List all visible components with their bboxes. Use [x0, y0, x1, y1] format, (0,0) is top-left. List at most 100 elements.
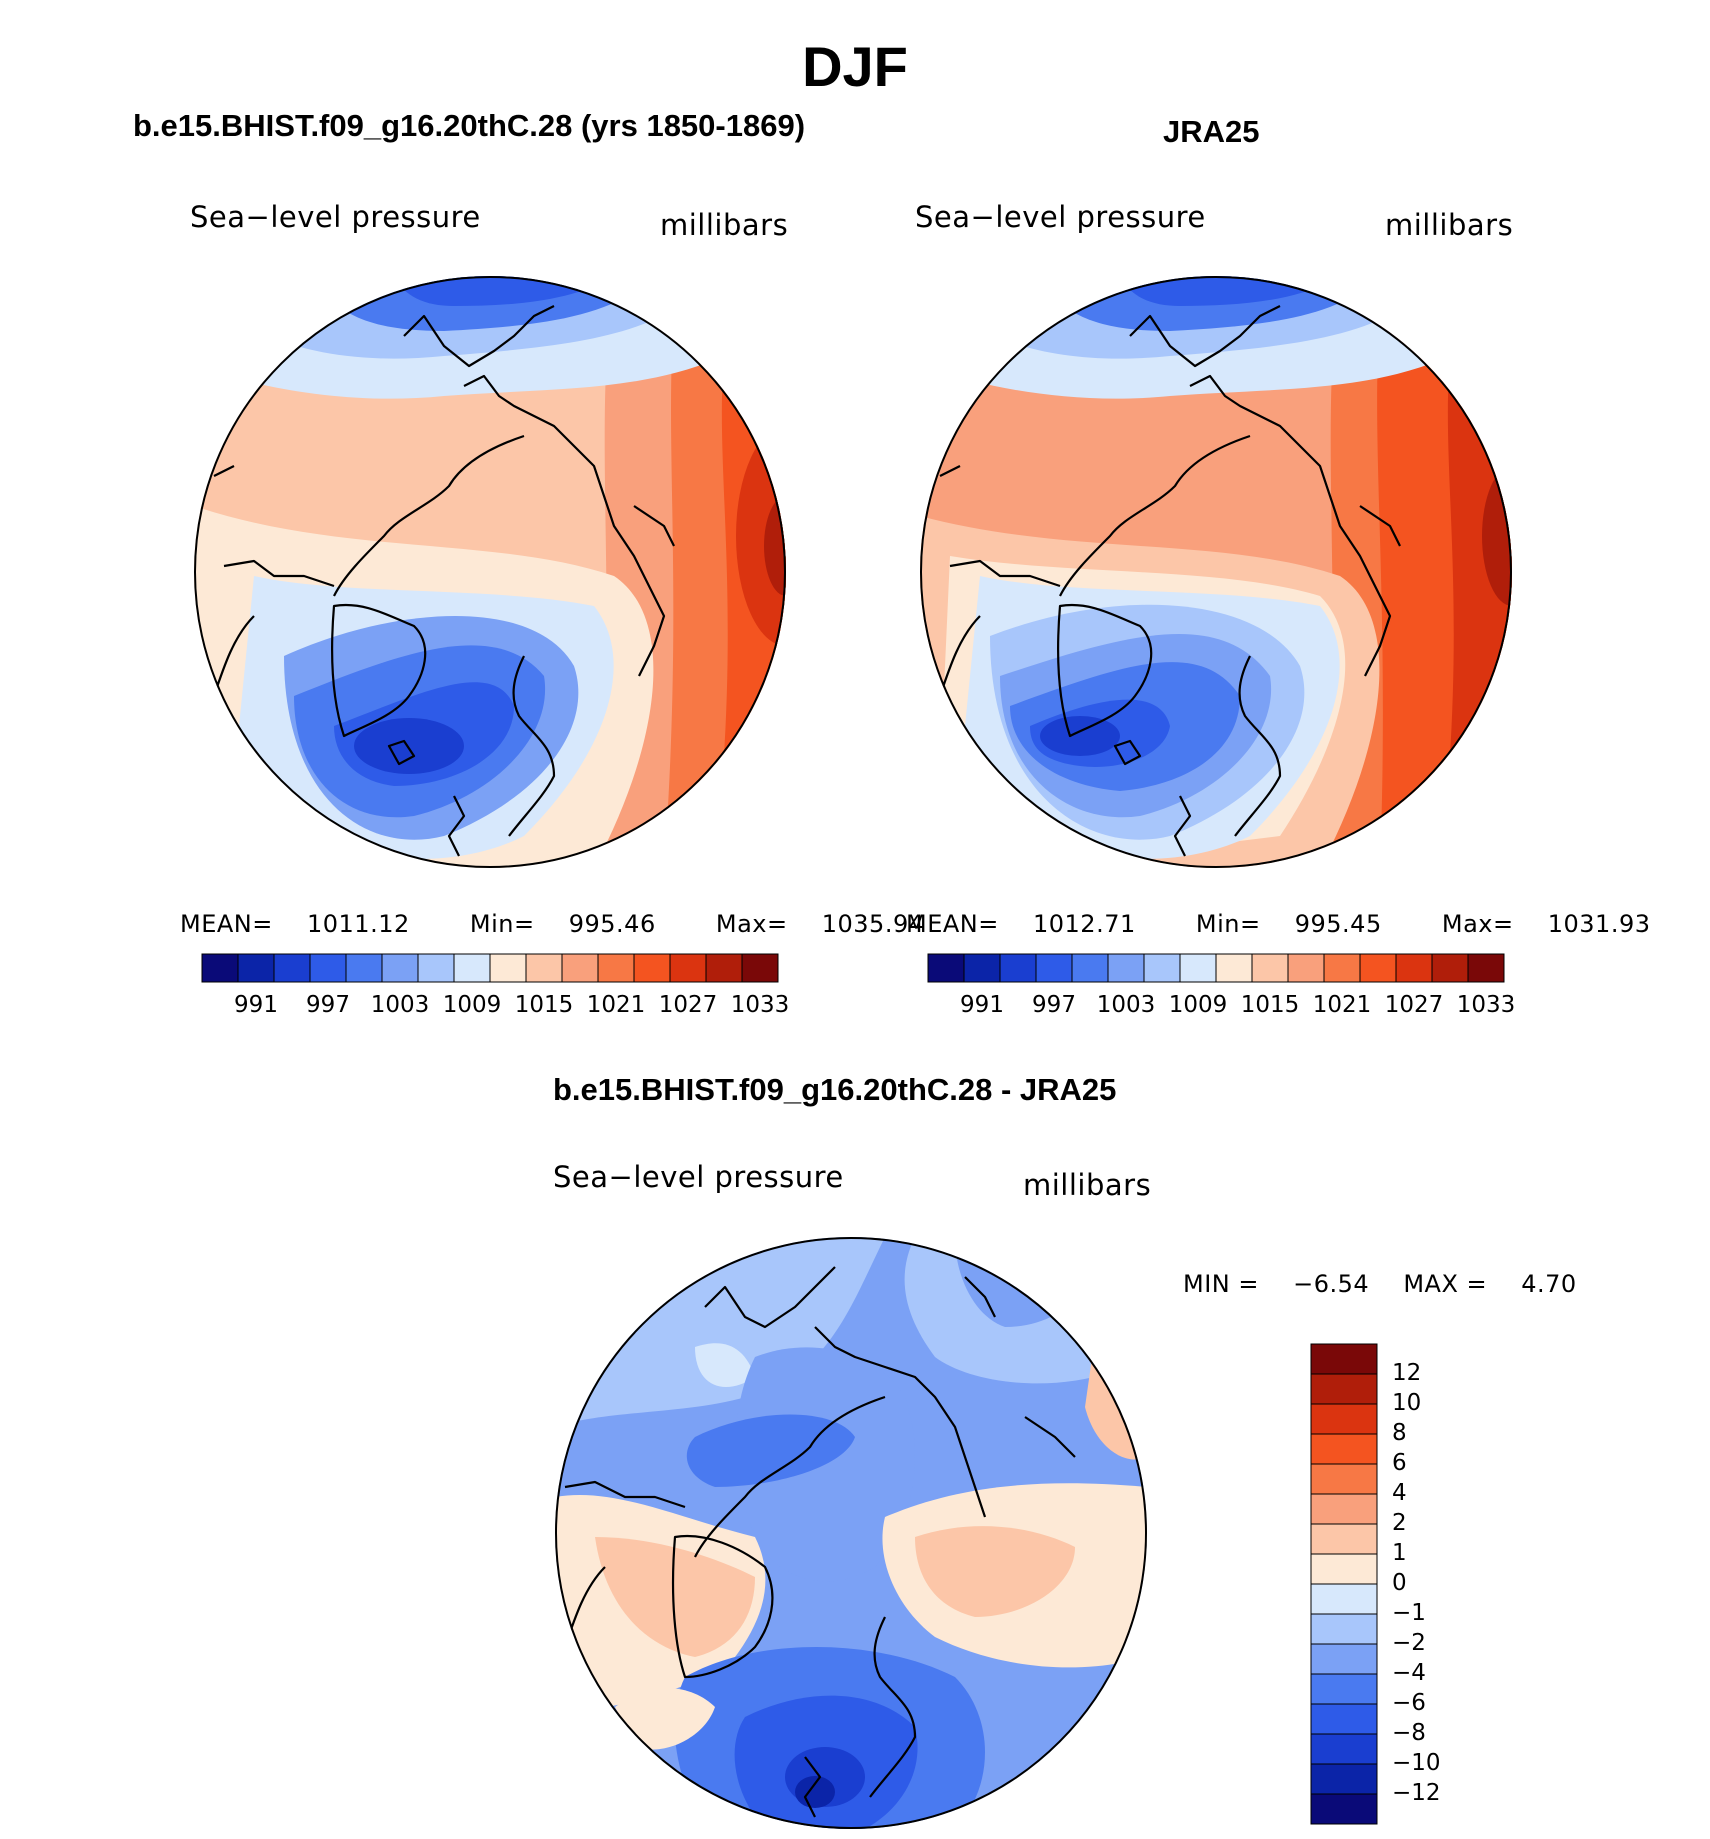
diff-colorbar-label: 2 [1392, 1510, 1407, 1536]
diff-colorbar-label: 8 [1392, 1420, 1407, 1446]
right-colorbar-swatch [1323, 953, 1361, 983]
diff-colorbar-label: 4 [1392, 1480, 1407, 1506]
left-max-label: Max= [715, 910, 788, 938]
diff-min-value: −6.54 [1293, 1270, 1370, 1298]
diff-colorbar-label: −1 [1392, 1600, 1426, 1626]
right-colorbar-swatch [1143, 953, 1181, 983]
left-colorbar-label: 1009 [442, 992, 502, 1018]
right-variable-label: Sea−level pressure [915, 200, 1206, 234]
diff-colorbar-swatch [1310, 1373, 1378, 1405]
left-colorbar-swatch [597, 953, 635, 983]
left-colorbar [201, 953, 779, 983]
diff-colorbar-label: 0 [1392, 1570, 1407, 1596]
diff-colorbar-swatch [1310, 1763, 1378, 1795]
right-colorbar-label: 1021 [1312, 992, 1372, 1018]
diff-colorbar-swatch [1310, 1553, 1378, 1585]
left-mean-value: 1011.12 [307, 910, 410, 938]
left-variable-label: Sea−level pressure [190, 200, 481, 234]
diff-colorbar-swatch [1310, 1793, 1378, 1825]
right-colorbar-swatch [1035, 953, 1073, 983]
diff-colorbar-label: −8 [1392, 1720, 1426, 1746]
right-colorbar-swatch [1251, 953, 1289, 983]
right-mean-value: 1012.71 [1033, 910, 1136, 938]
diff-colorbar-swatch [1310, 1643, 1378, 1675]
diff-max-label: MAX = [1403, 1270, 1488, 1298]
left-colorbar-swatch [489, 953, 527, 983]
right-colorbar-label: 1027 [1384, 992, 1444, 1018]
diff-colorbar-swatch [1310, 1463, 1378, 1495]
right-colorbar-label: 991 [960, 992, 1004, 1018]
right-colorbar-swatch [1431, 953, 1469, 983]
diff-colorbar-swatch [1310, 1343, 1378, 1375]
diff-colorbar [1310, 1343, 1378, 1825]
right-colorbar-swatch [1215, 953, 1253, 983]
right-max-label: Max= [1441, 910, 1514, 938]
diff-colorbar-swatch [1310, 1403, 1378, 1435]
right-colorbar-swatch [927, 953, 965, 983]
right-mean-label: MEAN= [906, 910, 999, 938]
right-panel-title: JRA25 [1163, 114, 1260, 149]
left-colorbar-swatch [309, 953, 347, 983]
diff-colorbar-labels: 12 10 8 6 4 2 1 0 −1 −2 −4 −6 −8 −10 −12 [1392, 1344, 1472, 1824]
right-min-label: Min= [1195, 910, 1261, 938]
left-map [194, 276, 786, 868]
right-map [920, 276, 1512, 868]
diff-colorbar-swatch [1310, 1613, 1378, 1645]
figure-title: DJF [802, 35, 908, 98]
diff-colorbar-swatch [1310, 1703, 1378, 1735]
left-panel-title: b.e15.BHIST.f09_g16.20thC.28 (yrs 1850-1… [133, 108, 806, 143]
diff-colorbar-label: −4 [1392, 1660, 1426, 1686]
left-colorbar-swatch [201, 953, 239, 983]
left-colorbar-label: 991 [234, 992, 278, 1018]
diff-colorbar-label: 6 [1392, 1450, 1407, 1476]
right-colorbar [927, 953, 1505, 983]
diff-minmax: MIN = −6.54 MAX = 4.70 [1183, 1270, 1603, 1298]
left-colorbar-swatch [417, 953, 455, 983]
left-colorbar-swatch [669, 953, 707, 983]
right-colorbar-swatch [1287, 953, 1325, 983]
diff-colorbar-label: −2 [1392, 1630, 1426, 1656]
right-colorbar-swatch [1467, 953, 1505, 983]
right-colorbar-swatch [999, 953, 1037, 983]
left-mean-label: MEAN= [180, 910, 273, 938]
right-colorbar-swatch [963, 953, 1001, 983]
right-colorbar-label: 1033 [1456, 992, 1516, 1018]
left-colorbar-swatch [525, 953, 563, 983]
diff-units-label: millibars [1023, 1168, 1152, 1202]
left-max-value: 1035.94 [821, 910, 925, 938]
right-colorbar-label: 997 [1032, 992, 1076, 1018]
left-units-label: millibars [660, 208, 789, 242]
right-min-value: 995.45 [1294, 910, 1382, 938]
left-min-label: Min= [469, 910, 535, 938]
right-colorbar-label: 1015 [1240, 992, 1300, 1018]
right-colorbar-labels: 991 997 1003 1009 1015 1021 1027 1033 [928, 992, 1515, 1022]
right-colorbar-swatch [1179, 953, 1217, 983]
left-colorbar-label: 1015 [514, 992, 574, 1018]
diff-colorbar-swatch [1310, 1733, 1378, 1765]
diff-colorbar-label: 12 [1392, 1360, 1422, 1386]
right-units-label: millibars [1385, 208, 1514, 242]
left-colorbar-swatch [273, 953, 311, 983]
diff-colorbar-label: −6 [1392, 1690, 1426, 1716]
left-colorbar-label: 1021 [586, 992, 646, 1018]
right-colorbar-swatch [1071, 953, 1109, 983]
diff-max-value: 4.70 [1521, 1270, 1577, 1298]
diff-variable-label: Sea−level pressure [553, 1160, 844, 1194]
left-colorbar-swatch [741, 953, 779, 983]
diff-colorbar-swatch [1310, 1673, 1378, 1705]
left-colorbar-swatch [633, 953, 671, 983]
left-colorbar-label: 1027 [658, 992, 718, 1018]
diff-colorbar-swatch [1310, 1523, 1378, 1555]
left-stats: MEAN= 1011.12 Min= 995.46 Max= 1035.94 [180, 910, 976, 938]
left-colorbar-swatch [345, 953, 383, 983]
left-colorbar-swatch [453, 953, 491, 983]
right-colorbar-swatch [1395, 953, 1433, 983]
right-colorbar-label: 1009 [1168, 992, 1228, 1018]
diff-colorbar-swatch [1310, 1433, 1378, 1465]
right-colorbar-label: 1003 [1096, 992, 1156, 1018]
right-max-value: 1031.93 [1547, 910, 1651, 938]
left-colorbar-swatch [381, 953, 419, 983]
left-colorbar-swatch [561, 953, 599, 983]
diff-colorbar-label: −10 [1392, 1750, 1441, 1776]
right-colorbar-swatch [1359, 953, 1397, 983]
